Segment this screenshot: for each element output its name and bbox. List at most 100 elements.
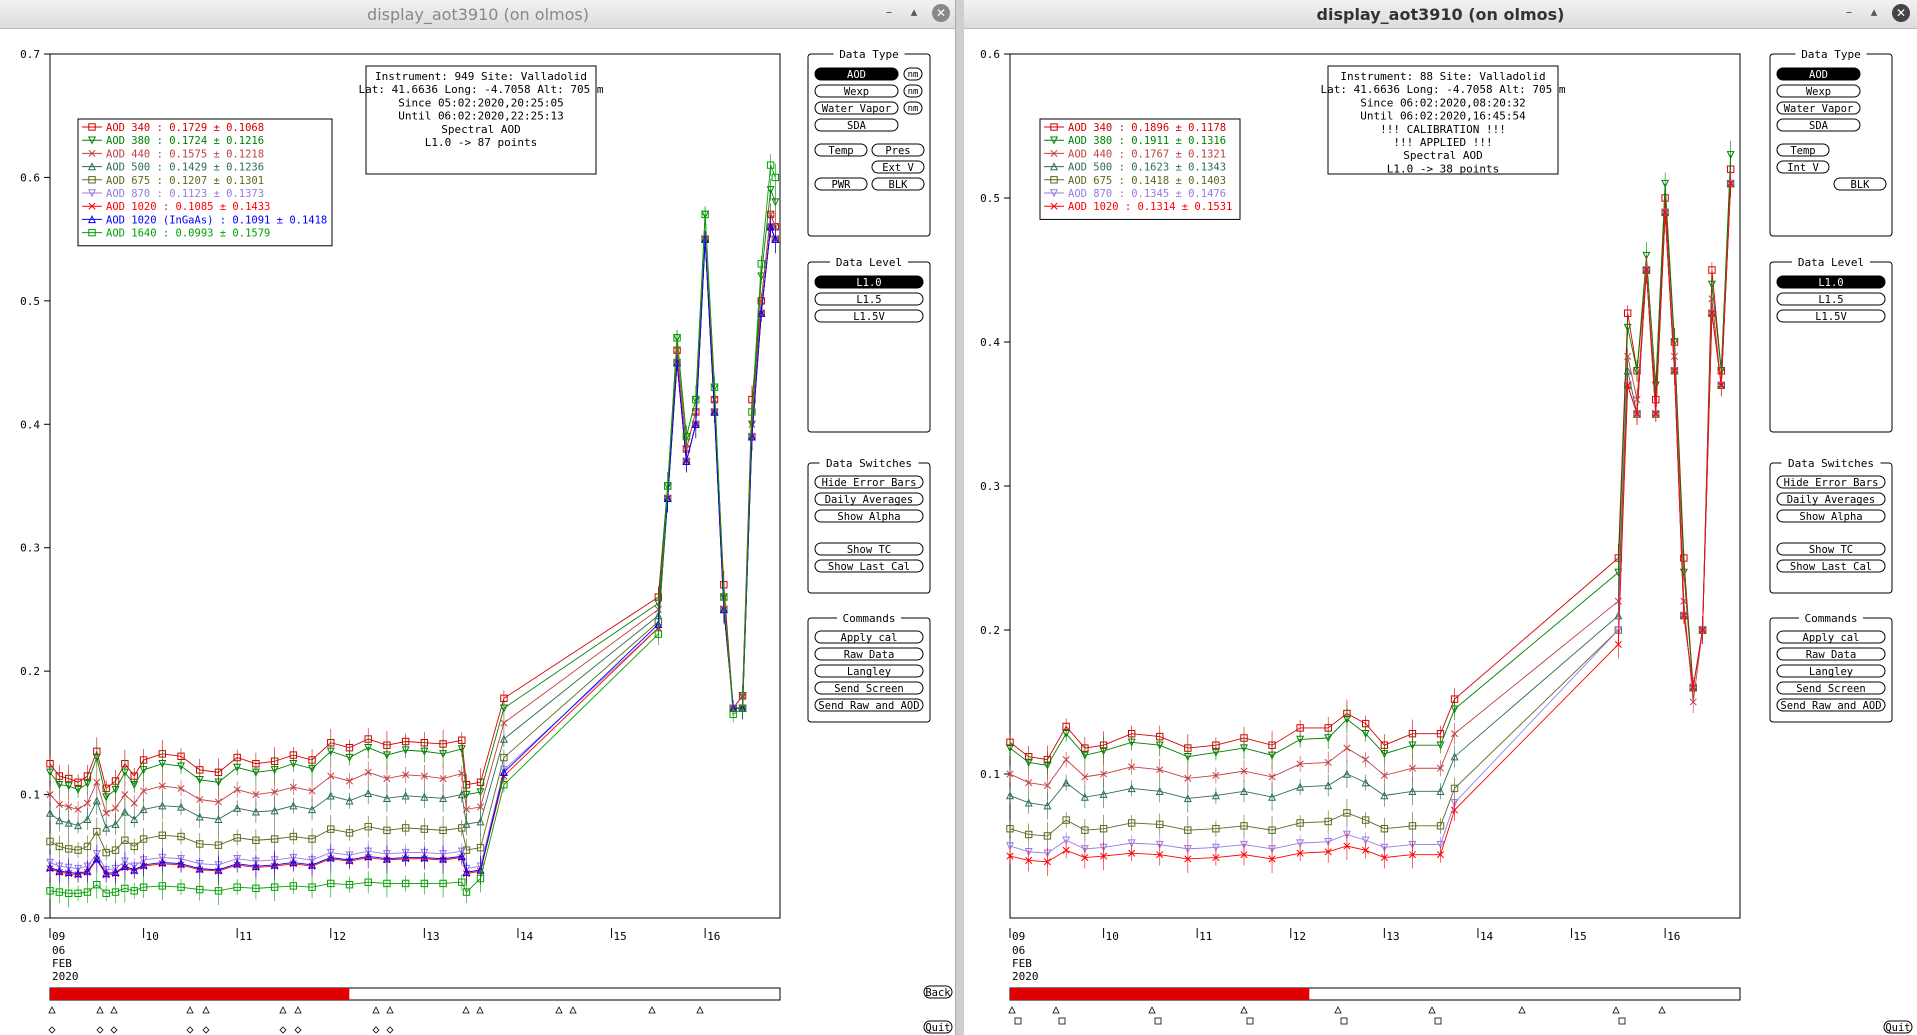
- button-label[interactable]: Send Screen: [834, 683, 904, 695]
- time-marker-icon[interactable]: [1052, 1006, 1060, 1014]
- button-show-tc[interactable]: [814, 542, 924, 556]
- time-marker-icon[interactable]: [1612, 1006, 1620, 1014]
- button-label[interactable]: AOD: [1809, 69, 1828, 81]
- button-label[interactable]: Hide Error Bars: [1784, 477, 1879, 489]
- button-label[interactable]: Int V: [1787, 162, 1819, 174]
- minimize-icon[interactable]: –: [885, 5, 893, 20]
- button-label[interactable]: Apply cal: [1803, 632, 1860, 644]
- time-marker-icon[interactable]: [48, 1006, 56, 1014]
- time-marker-icon[interactable]: [462, 1006, 470, 1014]
- maximize-icon[interactable]: ▴: [1870, 5, 1878, 20]
- button-label[interactable]: Wexp: [1806, 86, 1831, 98]
- button-ext-v[interactable]: [871, 160, 925, 174]
- time-marker-icon[interactable]: [96, 1006, 104, 1014]
- button-apply-cal[interactable]: [814, 630, 924, 644]
- button-label[interactable]: PWR: [832, 179, 852, 191]
- button-temp[interactable]: [814, 143, 868, 157]
- button-label[interactable]: Send Raw and AOD: [1780, 700, 1881, 712]
- back-button[interactable]: [923, 985, 953, 999]
- unit-nm-label[interactable]: nm: [908, 70, 919, 80]
- titlebar[interactable]: display_aot3910 (on olmos) – ▴ ✕: [0, 0, 956, 29]
- button-send-screen[interactable]: [814, 681, 924, 695]
- button-raw-data[interactable]: [814, 647, 924, 661]
- button-label[interactable]: L1.5V: [1815, 311, 1847, 323]
- button-label[interactable]: SDA: [847, 120, 867, 132]
- quit-button[interactable]: [1883, 1020, 1913, 1034]
- time-marker-icon[interactable]: [1334, 1006, 1342, 1014]
- quit-label[interactable]: Quit: [925, 1022, 950, 1034]
- button-pres[interactable]: [871, 143, 925, 157]
- button-label[interactable]: Show TC: [847, 544, 891, 556]
- button-show-alpha[interactable]: [814, 509, 924, 523]
- button-send-raw-and-aod[interactable]: [814, 698, 924, 712]
- button-l1-5[interactable]: [1776, 292, 1886, 306]
- time-marker-icon[interactable]: [1240, 1006, 1248, 1014]
- time-marker-icon[interactable]: [696, 1006, 704, 1014]
- button-langley[interactable]: [1776, 664, 1886, 678]
- button-pwr[interactable]: [814, 177, 868, 191]
- unit-nm-label[interactable]: nm: [908, 104, 919, 114]
- button-l1-0[interactable]: [814, 275, 924, 289]
- button-label[interactable]: L1.5: [856, 294, 881, 306]
- button-wexp[interactable]: [1776, 84, 1861, 98]
- button-label[interactable]: BLK: [889, 179, 909, 191]
- button-label[interactable]: L1.0: [856, 277, 881, 289]
- button-label[interactable]: Raw Data: [1806, 649, 1857, 661]
- time-marker-icon[interactable]: [386, 1006, 394, 1014]
- time-marker-icon[interactable]: [372, 1006, 380, 1014]
- minimize-icon[interactable]: –: [1845, 5, 1853, 20]
- button-hide-error-bars[interactable]: [1776, 475, 1886, 489]
- time-marker-icon[interactable]: [294, 1006, 302, 1014]
- close-icon[interactable]: ✕: [1892, 4, 1910, 22]
- button-label[interactable]: Water Vapor: [1784, 103, 1854, 115]
- button-label[interactable]: Wexp: [844, 86, 869, 98]
- button-langley[interactable]: [814, 664, 924, 678]
- button-raw-data[interactable]: [1776, 647, 1886, 661]
- unit-nm-button[interactable]: [903, 101, 923, 115]
- unit-nm-label[interactable]: nm: [908, 87, 919, 97]
- button-apply-cal[interactable]: [1776, 630, 1886, 644]
- button-temp[interactable]: [1776, 143, 1830, 157]
- button-hide-error-bars[interactable]: [814, 475, 924, 489]
- button-aod[interactable]: [814, 67, 899, 81]
- button-label[interactable]: Pres: [885, 145, 910, 157]
- button-label[interactable]: Daily Averages: [1787, 494, 1876, 506]
- button-blk[interactable]: [871, 177, 925, 191]
- button-label[interactable]: Water Vapor: [822, 103, 892, 115]
- time-marker-icon[interactable]: [186, 1006, 194, 1014]
- button-label[interactable]: L1.5: [1818, 294, 1843, 306]
- button-blk[interactable]: [1833, 177, 1887, 191]
- button-label[interactable]: Raw Data: [844, 649, 895, 661]
- button-label[interactable]: Show Last Cal: [1790, 561, 1872, 573]
- button-label[interactable]: AOD: [847, 69, 866, 81]
- button-l1-5v[interactable]: [814, 309, 924, 323]
- button-show-alpha[interactable]: [1776, 509, 1886, 523]
- button-label[interactable]: L1.5V: [853, 311, 885, 323]
- time-marker-icon[interactable]: [1428, 1006, 1436, 1014]
- button-wexp[interactable]: [814, 84, 899, 98]
- time-marker-icon[interactable]: [476, 1006, 484, 1014]
- button-show-last-cal[interactable]: [814, 559, 924, 573]
- button-sda[interactable]: [814, 118, 899, 132]
- button-label[interactable]: Send Screen: [1796, 683, 1866, 695]
- button-label[interactable]: Daily Averages: [825, 494, 914, 506]
- time-marker-icon[interactable]: [648, 1006, 656, 1014]
- button-l1-5[interactable]: [814, 292, 924, 306]
- button-aod[interactable]: [1776, 67, 1861, 81]
- button-label[interactable]: BLK: [1851, 179, 1871, 191]
- button-label[interactable]: Hide Error Bars: [822, 477, 917, 489]
- button-label[interactable]: Show Alpha: [837, 511, 900, 523]
- quit-label[interactable]: Quit: [1885, 1022, 1910, 1034]
- button-label[interactable]: Temp: [1790, 145, 1815, 157]
- time-marker-icon[interactable]: [1148, 1006, 1156, 1014]
- button-send-raw-and-aod[interactable]: [1776, 698, 1886, 712]
- button-label[interactable]: Apply cal: [841, 632, 898, 644]
- button-label[interactable]: Show TC: [1809, 544, 1853, 556]
- unit-nm-button[interactable]: [903, 84, 923, 98]
- button-water-vapor[interactable]: [1776, 101, 1861, 115]
- button-label[interactable]: Langley: [847, 666, 891, 678]
- button-water-vapor[interactable]: [814, 101, 899, 115]
- button-l1-5v[interactable]: [1776, 309, 1886, 323]
- button-sda[interactable]: [1776, 118, 1861, 132]
- button-label[interactable]: SDA: [1809, 120, 1829, 132]
